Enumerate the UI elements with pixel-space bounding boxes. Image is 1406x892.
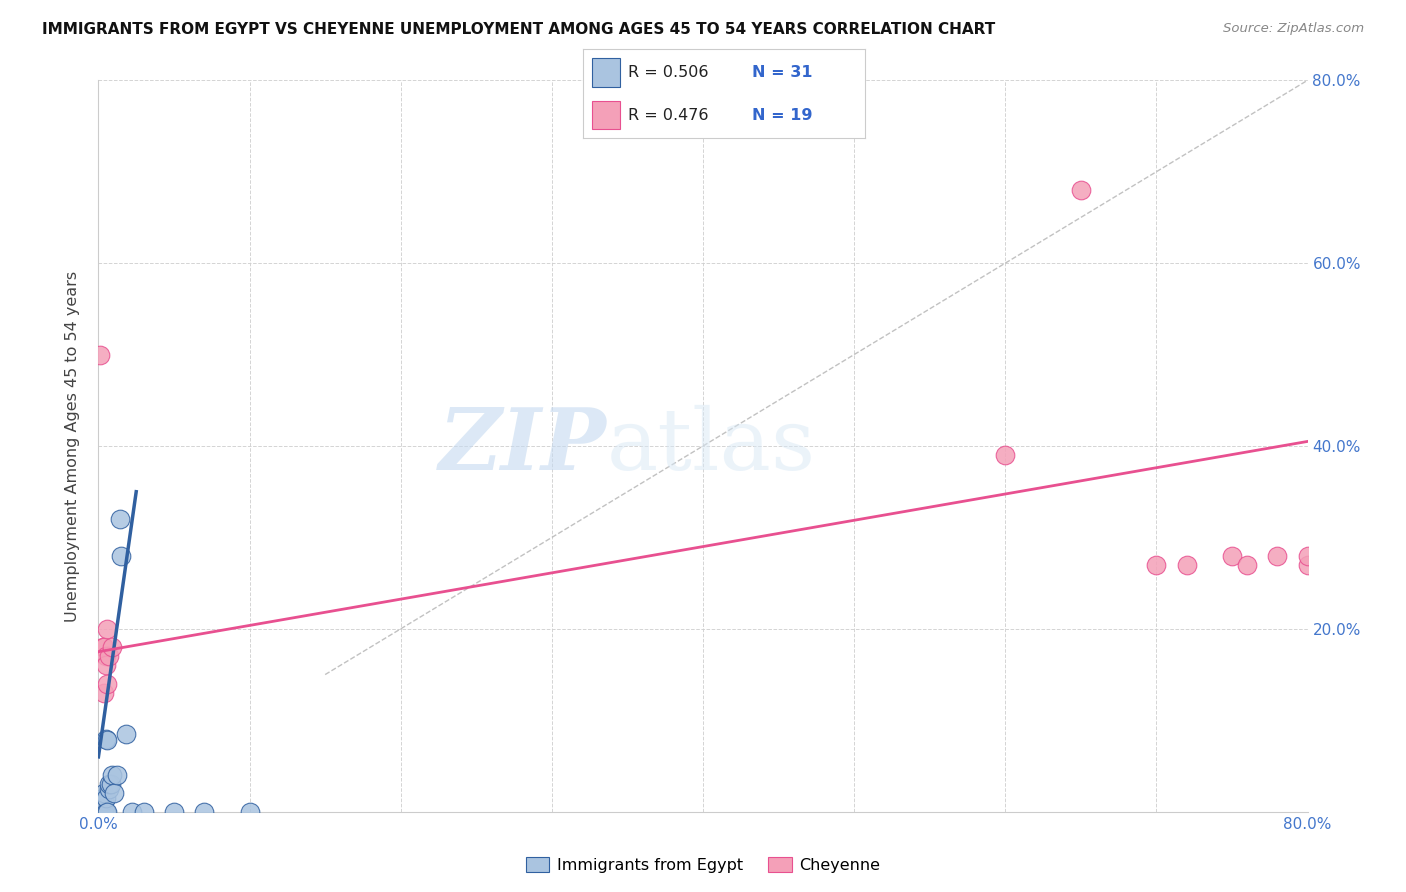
Point (91, 791, 114, 805)
Point (193, 805, 215, 819)
Text: R = 0.506: R = 0.506 (628, 65, 709, 79)
Point (163, 805, 186, 819)
Point (994, 448, 1017, 462)
Point (98, 777, 121, 791)
Point (91, 796, 114, 810)
Point (93, 686, 115, 700)
Text: ZIP: ZIP (439, 404, 606, 488)
Point (89, 347, 111, 362)
Bar (592, 58, 620, 87)
Text: N = 31: N = 31 (752, 65, 813, 79)
Text: R = 0.476: R = 0.476 (628, 108, 709, 122)
Point (93, 805, 115, 819)
Point (93, 794, 115, 808)
Point (91, 805, 114, 819)
Point (94, 649, 117, 664)
Point (89, 802, 111, 816)
Point (105, 768, 128, 782)
Point (1144, 558, 1167, 572)
Point (87, 805, 110, 819)
Point (94, 791, 117, 805)
Point (1220, 549, 1243, 563)
Point (90, 805, 112, 819)
Y-axis label: Unemployment Among Ages 45 to 54 years: Unemployment Among Ages 45 to 54 years (65, 270, 80, 622)
Point (98, 781, 121, 796)
Point (132, 805, 155, 819)
Point (94, 805, 117, 819)
Text: atlas: atlas (606, 404, 815, 488)
Point (90, 801, 112, 815)
Point (94, 731, 117, 746)
Text: Source: ZipAtlas.com: Source: ZipAtlas.com (1223, 22, 1364, 36)
Point (103, 787, 125, 801)
Point (96, 622, 118, 636)
Bar (592, 101, 620, 129)
Point (91, 805, 114, 819)
Point (1267, 549, 1289, 563)
Text: IMMIGRANTS FROM EGYPT VS CHEYENNE UNEMPLOYMENT AMONG AGES 45 TO 54 YEARS CORRELA: IMMIGRANTS FROM EGYPT VS CHEYENNE UNEMPL… (42, 22, 995, 37)
Point (89, 805, 111, 819)
Point (100, 777, 122, 791)
Point (114, 727, 136, 741)
Point (91, 640, 114, 655)
Point (239, 805, 262, 819)
Point (93, 640, 115, 655)
Point (101, 640, 124, 655)
Point (108, 512, 131, 526)
Point (94, 658, 117, 673)
Point (1296, 558, 1319, 572)
Legend: Immigrants from Egypt, Cheyenne: Immigrants from Egypt, Cheyenne (519, 851, 887, 880)
Point (101, 768, 124, 782)
Point (96, 733, 118, 747)
Point (121, 805, 143, 819)
Point (96, 805, 118, 819)
Point (98, 649, 121, 664)
Text: N = 19: N = 19 (752, 108, 813, 122)
Point (1070, 183, 1092, 197)
Point (1236, 558, 1258, 572)
Point (1296, 549, 1319, 563)
Point (93, 787, 115, 801)
Point (96, 676, 118, 690)
Point (1175, 558, 1198, 572)
Point (110, 549, 132, 563)
